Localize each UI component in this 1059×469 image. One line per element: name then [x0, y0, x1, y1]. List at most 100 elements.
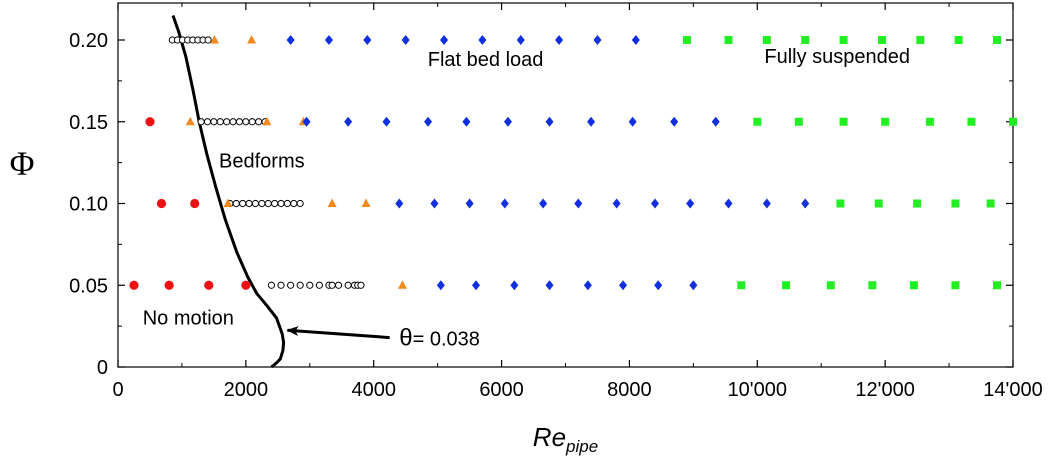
point-no-motion — [129, 280, 139, 290]
x-tick-label: 12'000 — [855, 379, 914, 401]
point-flat-bed-load — [344, 116, 353, 127]
point-bedforms — [287, 281, 295, 289]
point-no-motion — [156, 198, 167, 209]
point-transition — [223, 198, 233, 207]
x-axis: 0 2000 4000 6000 8000 10'000 12'000 14'000 — [112, 3, 1043, 401]
point-bedforms — [296, 199, 304, 208]
point-flat-bed-load — [651, 198, 659, 209]
point-fully-suspended — [877, 36, 886, 44]
x-axis-label: Repipe — [533, 422, 598, 456]
region-label: No motion — [143, 307, 234, 329]
point-bedforms — [277, 281, 285, 289]
point-flat-bed-load — [628, 116, 637, 127]
point-fully-suspended — [737, 281, 746, 290]
point-flat-bed-load — [670, 116, 679, 127]
point-flat-bed-load — [382, 116, 391, 127]
point-flat-bed-load — [516, 35, 525, 45]
point-transition — [397, 280, 407, 289]
point-bedforms — [328, 281, 336, 289]
threshold-curve — [171, 15, 286, 369]
point-fully-suspended — [916, 36, 925, 44]
point-fully-suspended — [868, 281, 877, 290]
point-fully-suspended — [986, 199, 995, 208]
point-no-motion — [145, 117, 155, 127]
point-fully-suspended — [913, 199, 922, 208]
x-tick-label: 8000 — [607, 379, 652, 401]
point-fully-suspended — [951, 199, 960, 208]
point-fully-suspended — [682, 36, 691, 44]
point-fully-suspended — [967, 117, 976, 126]
point-flat-bed-load — [472, 280, 480, 291]
point-bedforms — [216, 118, 224, 126]
x-tick-label: 6000 — [479, 379, 524, 401]
point-bedforms — [306, 281, 314, 289]
point-bedforms — [242, 118, 250, 126]
point-flat-bed-load — [555, 35, 564, 45]
point-fully-suspended — [753, 117, 762, 126]
point-flat-bed-load — [631, 35, 640, 45]
point-flat-bed-load — [711, 116, 720, 127]
point-bedforms — [271, 199, 279, 208]
point-flat-bed-load — [619, 280, 628, 291]
point-fully-suspended — [954, 36, 963, 44]
point-fully-suspended — [881, 117, 890, 126]
point-fully-suspended — [925, 117, 934, 126]
point-no-motion — [190, 198, 200, 209]
y-tick-label: 0 — [97, 357, 108, 379]
point-flat-bed-load — [401, 35, 410, 45]
theta-value: = 0.038 — [413, 329, 480, 351]
point-flat-bed-load — [545, 280, 554, 291]
point-bedforms — [239, 199, 247, 208]
point-bedforms — [203, 118, 212, 126]
point-flat-bed-load — [654, 280, 663, 291]
point-bedforms — [248, 118, 256, 126]
point-fully-suspended — [836, 199, 845, 208]
point-flat-bed-load — [465, 198, 474, 209]
point-flat-bed-load — [510, 280, 519, 291]
point-flat-bed-load — [762, 198, 771, 209]
point-no-motion — [241, 280, 251, 290]
y-axis-label: Φ — [10, 146, 35, 183]
point-fully-suspended — [782, 281, 791, 290]
point-transition — [210, 35, 220, 44]
point-fully-suspended — [839, 36, 848, 44]
point-fully-suspended — [1009, 117, 1017, 126]
point-bedforms — [258, 199, 266, 208]
point-flat-bed-load — [436, 280, 445, 291]
y-tick-label: 0.10 — [69, 194, 108, 216]
x-axis-label-subscript: pipe — [565, 437, 598, 456]
point-bedforms — [334, 281, 343, 289]
point-bedforms — [223, 118, 231, 126]
point-flat-bed-load — [286, 35, 295, 45]
point-bedforms — [245, 199, 253, 208]
y-tick-label: 0.05 — [69, 275, 108, 297]
point-flat-bed-load — [478, 35, 487, 45]
x-tick-label: 14'000 — [983, 379, 1042, 401]
point-flat-bed-load — [462, 116, 471, 127]
point-bedforms — [235, 118, 244, 126]
point-no-motion — [164, 280, 174, 290]
point-bedforms — [264, 199, 272, 208]
point-bedforms — [197, 118, 205, 126]
point-flat-bed-load — [539, 198, 548, 209]
point-fully-suspended — [909, 281, 918, 290]
point-bedforms — [315, 281, 323, 289]
point-flat-bed-load — [324, 35, 333, 45]
point-bedforms — [277, 199, 285, 208]
y-tick-label: 0.20 — [69, 30, 108, 52]
point-transition — [262, 116, 272, 126]
point-flat-bed-load — [587, 116, 596, 127]
point-fully-suspended — [993, 281, 1002, 290]
point-flat-bed-load — [395, 198, 404, 209]
point-transition — [361, 198, 371, 207]
theta-arrow — [286, 326, 390, 340]
point-bedforms — [344, 281, 352, 289]
point-flat-bed-load — [503, 116, 512, 127]
point-transition — [327, 198, 337, 207]
point-bedforms — [204, 36, 212, 44]
point-flat-bed-load — [545, 116, 554, 127]
point-flat-bed-load — [593, 35, 602, 45]
point-fully-suspended — [993, 36, 1002, 44]
